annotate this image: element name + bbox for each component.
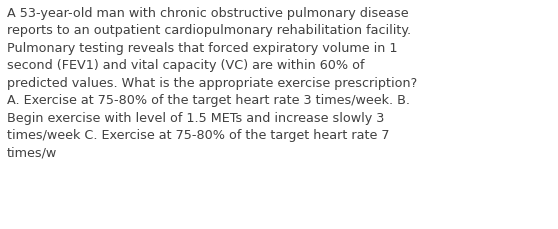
Text: A 53-year-old man with chronic obstructive pulmonary disease
reports to an outpa: A 53-year-old man with chronic obstructi… — [7, 7, 417, 159]
